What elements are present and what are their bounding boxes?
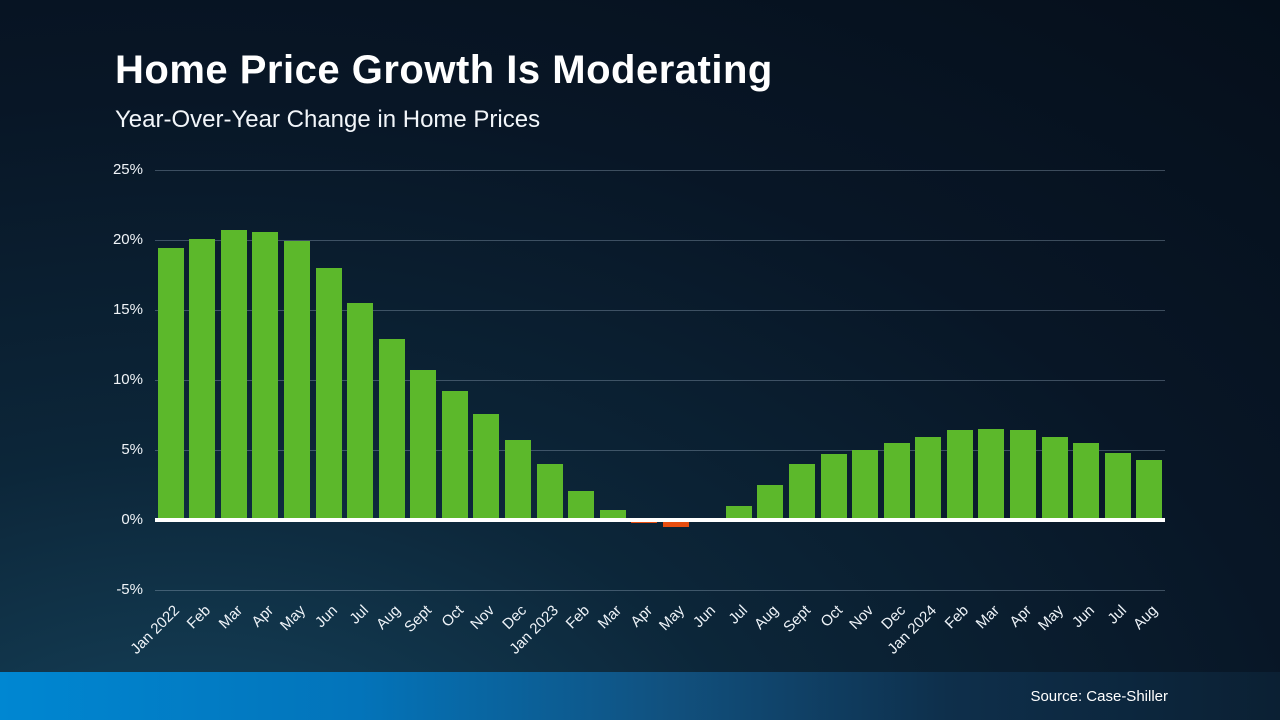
bar (315, 268, 342, 520)
y-tick-label: -5% (116, 581, 143, 598)
bar (378, 339, 405, 520)
page-subtitle: Year-Over-Year Change in Home Prices (115, 106, 541, 133)
bar (1073, 443, 1100, 520)
y-tick-label: 10% (112, 371, 143, 388)
bar (852, 450, 879, 520)
bar (1041, 437, 1068, 520)
bar (883, 443, 910, 520)
bar (978, 429, 1005, 520)
bar (568, 490, 595, 520)
bar (1009, 430, 1036, 520)
y-tick-label: 0% (121, 511, 143, 528)
gridline (155, 310, 1165, 311)
bar (347, 303, 374, 520)
footer-bar: Source: Case-Shiller (0, 672, 1280, 720)
bar (157, 248, 184, 520)
bar (473, 413, 500, 520)
y-tick-label: 5% (121, 441, 143, 458)
gridline (155, 450, 1165, 451)
bar (662, 520, 689, 527)
y-tick-label: 25% (112, 161, 143, 178)
bar (189, 238, 216, 520)
zero-baseline (155, 518, 1165, 522)
bar (252, 231, 279, 520)
plot-area (155, 170, 1165, 591)
bar (1104, 452, 1131, 520)
bar (220, 230, 247, 520)
bar (946, 430, 973, 520)
y-tick-label: 20% (112, 231, 143, 248)
bar (725, 506, 752, 520)
bar (757, 485, 784, 520)
bar (536, 464, 563, 520)
bar (915, 437, 942, 520)
bar (789, 464, 816, 520)
gridline (155, 170, 1165, 171)
bar (410, 370, 437, 520)
gridline (155, 380, 1165, 381)
bar (504, 440, 531, 520)
gridline (155, 590, 1165, 591)
bar (820, 454, 847, 520)
bar (599, 510, 626, 520)
gridline (155, 240, 1165, 241)
bar (284, 241, 311, 520)
page-title: Home Price Growth Is Moderating (115, 48, 773, 92)
bar (1136, 459, 1163, 520)
bar (441, 391, 468, 520)
source-label: Source: Case-Shiller (1030, 687, 1168, 705)
y-tick-label: 15% (112, 301, 143, 318)
